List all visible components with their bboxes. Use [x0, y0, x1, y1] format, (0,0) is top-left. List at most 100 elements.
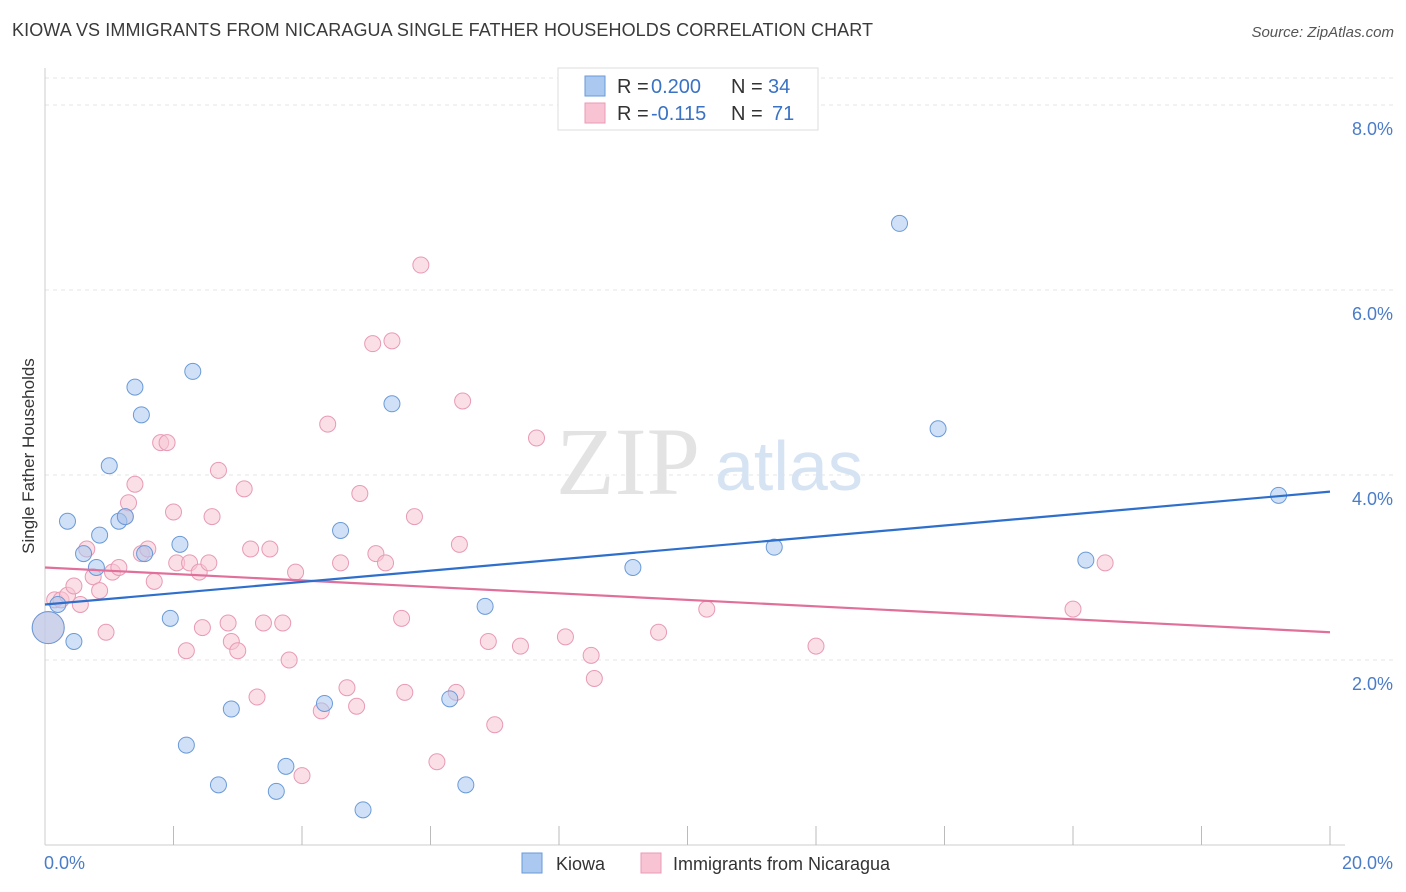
data-point: [219, 614, 237, 632]
data-point: [209, 776, 227, 794]
data-point: [650, 623, 668, 641]
data-point: [193, 619, 211, 637]
x-tick-label-min: 0.0%: [44, 853, 85, 873]
data-point: [209, 461, 227, 479]
data-point: [158, 434, 176, 452]
data-point: [132, 406, 150, 424]
data-point: [441, 690, 459, 708]
data-point: [65, 633, 83, 650]
data-point: [136, 545, 154, 563]
data-point: [287, 563, 305, 581]
data-point: [486, 716, 504, 734]
legend-n-value-immigrants: 71: [772, 103, 794, 125]
data-point: [624, 559, 642, 576]
data-point: [75, 545, 93, 563]
data-point: [267, 782, 285, 800]
chart-title: KIOWA VS IMMIGRANTS FROM NICARAGUA SINGL…: [12, 20, 874, 40]
legend-box: R = 0.200 N = 34 R = -0.115 N = 71: [557, 67, 819, 131]
data-point: [511, 637, 529, 655]
data-point: [65, 577, 83, 595]
data-point: [222, 700, 240, 718]
data-point: [229, 642, 247, 660]
data-point: [476, 597, 494, 615]
legend-r-label-kiowa: R =: [617, 76, 649, 98]
data-point: [171, 535, 189, 553]
legend-n-label-immigrants: N =: [731, 103, 763, 125]
legend-swatch-immigrants: [584, 102, 606, 124]
bottom-legend-swatch-immigrants: [640, 852, 662, 874]
data-point: [242, 540, 260, 558]
data-point: [110, 559, 128, 576]
data-point: [319, 415, 337, 433]
data-point: [177, 736, 195, 754]
series-immigrants-points: [31, 256, 1114, 785]
data-point: [698, 600, 716, 618]
data-point: [91, 526, 109, 544]
data-point: [87, 559, 105, 576]
legend-r-value-kiowa: 0.200: [651, 76, 701, 98]
data-point: [248, 688, 266, 706]
data-point: [165, 503, 182, 521]
data-point: [332, 554, 350, 572]
data-point: [556, 628, 574, 646]
data-point: [177, 642, 195, 660]
data-point: [120, 494, 138, 512]
data-point: [277, 757, 295, 775]
legend-n-label-kiowa: N =: [731, 76, 763, 98]
legend-n-value-kiowa: 34: [768, 76, 790, 98]
bottom-legend-label-kiowa: Kiowa: [556, 854, 606, 874]
data-point: [454, 392, 472, 410]
data-point: [479, 633, 497, 650]
data-point: [274, 614, 292, 632]
trend-line: [44, 490, 1331, 606]
data-point: [126, 475, 144, 493]
grid: [45, 77, 1393, 661]
y-tick-label: 2.0%: [1352, 674, 1393, 694]
data-point: [116, 508, 134, 526]
data-point: [377, 554, 395, 572]
data-point: [145, 572, 163, 590]
data-point: [929, 420, 947, 438]
data-point: [97, 623, 115, 641]
data-point: [428, 753, 446, 771]
data-point: [457, 776, 475, 794]
data-point: [71, 596, 89, 613]
data-point: [348, 697, 366, 715]
data-point: [393, 609, 411, 627]
y-tick-label: 6.0%: [1352, 304, 1393, 324]
data-point: [338, 679, 356, 697]
data-point: [412, 256, 430, 274]
data-point: [100, 457, 118, 475]
legend-r-label-immigrants: R =: [617, 103, 649, 125]
data-point: [31, 611, 65, 645]
data-point: [351, 485, 369, 502]
data-point: [585, 670, 603, 687]
bottom-legend: Kiowa Immigrants from Nicaragua: [521, 852, 891, 874]
data-point: [1064, 600, 1082, 618]
data-point: [261, 540, 279, 558]
data-point: [235, 480, 253, 498]
data-point: [582, 646, 600, 664]
data-point: [396, 683, 414, 701]
data-point: [807, 637, 825, 655]
data-point: [364, 335, 382, 353]
trend-lines: [44, 490, 1331, 634]
data-point: [528, 429, 546, 447]
legend-swatch-kiowa: [584, 75, 606, 97]
data-point: [405, 508, 423, 526]
y-tick-label: 4.0%: [1352, 489, 1393, 509]
data-point: [280, 651, 298, 669]
data-point: [203, 508, 221, 526]
data-point: [184, 362, 202, 380]
y-tick-label: 8.0%: [1352, 119, 1393, 139]
data-point: [315, 694, 333, 712]
y-tick-labels: 2.0% 4.0% 6.0% 8.0%: [1352, 119, 1393, 694]
data-point: [891, 214, 909, 232]
x-tick-marks: [173, 826, 1331, 845]
data-point: [354, 801, 372, 819]
data-point: [383, 332, 401, 350]
data-point: [126, 378, 144, 396]
data-point: [293, 767, 311, 785]
data-point: [765, 538, 783, 556]
